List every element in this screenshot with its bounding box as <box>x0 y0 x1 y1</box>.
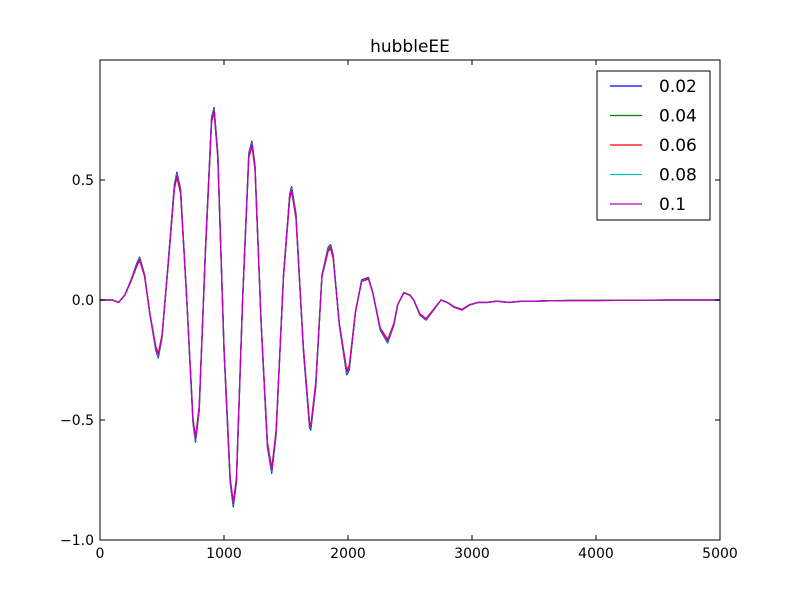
series-layer <box>100 106 720 508</box>
legend: 0.02 0.04 0.06 0.08 0.1 <box>596 70 711 221</box>
y-tick-label: −1.0 <box>60 533 94 549</box>
x-tick-label: 0 <box>96 546 105 562</box>
x-tick-label: 4000 <box>578 546 614 562</box>
legend-label: 0.06 <box>659 136 697 156</box>
legend-label: 0.1 <box>659 195 686 215</box>
y-axis: −1.0 −0.5 0.0 0.5 <box>60 173 720 549</box>
legend-label: 0.08 <box>659 166 697 186</box>
y-tick-label: 0.0 <box>72 293 94 309</box>
x-tick-label: 1000 <box>206 546 242 562</box>
x-tick-label: 2000 <box>330 546 366 562</box>
series-line-4 <box>100 109 720 505</box>
chart-title: hubbleEE <box>370 37 450 57</box>
legend-label: 0.04 <box>659 107 697 127</box>
x-tick-label: 3000 <box>454 546 490 562</box>
legend-label: 0.02 <box>659 77 697 97</box>
x-axis: 0 1000 2000 3000 4000 5000 <box>96 60 738 562</box>
x-tick-label: 5000 <box>702 546 738 562</box>
y-tick-label: 0.5 <box>72 173 94 189</box>
y-tick-label: −0.5 <box>60 413 94 429</box>
